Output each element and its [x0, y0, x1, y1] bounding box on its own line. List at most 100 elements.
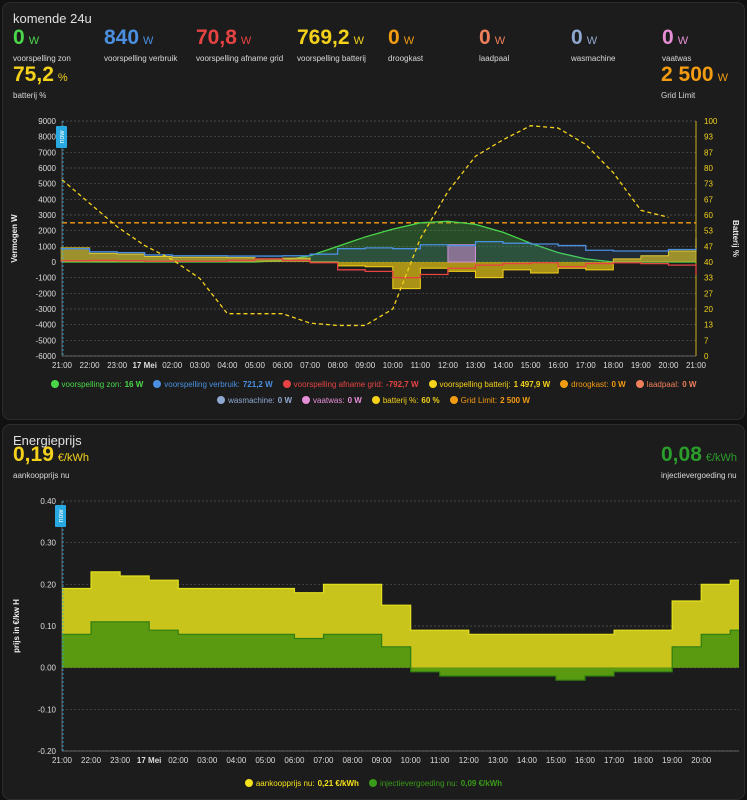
x-tick-label: 15:00 [521, 361, 542, 370]
y2-tick-label: 53 [704, 227, 713, 236]
x-tick-label: 20:00 [691, 756, 712, 765]
stat-unit: €/kWh [57, 452, 90, 464]
y2-tick-label: 20 [704, 305, 713, 314]
legend-value: 0 W [277, 396, 293, 405]
y-tick-label: 0 [52, 258, 57, 267]
x-tick-label: 10:00 [401, 756, 422, 765]
y-axis-title: Vermogen W [10, 214, 19, 263]
legend-item-aankoopprijs-nu[interactable]: aankoopprijs nu: 0,21 €/kWh [244, 777, 359, 790]
stat-voorspelling-verbruik: 840 W voorspelling verbruik [104, 27, 178, 64]
legend-item-droogkast[interactable]: droogkast: 0 W [560, 378, 626, 391]
x-tick-label: 13:00 [465, 361, 486, 370]
y-tick-label: 6000 [38, 164, 56, 173]
stat-number: 0,08 [661, 443, 702, 466]
y-tick-label: 0.00 [40, 664, 56, 673]
y-tick-label: 7000 [38, 148, 56, 157]
x-tick-label: 20:00 [658, 361, 679, 370]
y2-tick-label: 7 [704, 336, 709, 345]
stat-label: aankoopprijs nu [13, 471, 70, 480]
battery-percent-line [61, 125, 669, 327]
x-tick-label: 16:00 [575, 756, 596, 765]
stat-label: voorspelling zon [13, 54, 71, 63]
legend-label: voorspelling afname grid: [293, 380, 384, 389]
legend-dot-icon [217, 396, 226, 404]
consumption-area [60, 241, 696, 262]
legend-label: injectievergoeding nu: [379, 779, 458, 788]
card-title: komende 24u [13, 11, 92, 26]
stat-label: voorspelling verbruik [104, 54, 178, 63]
legend-item-laadpaal[interactable]: laadpaal: 0 W [635, 378, 696, 391]
legend-item-wasmachine[interactable]: wasmachine: 0 W [217, 394, 292, 407]
x-tick-label: 03:00 [197, 756, 218, 765]
stat-unit: W [586, 35, 598, 47]
legend-dot-icon [449, 396, 458, 404]
x-tick-label: 17:00 [604, 756, 625, 765]
energy-price-card: Energieprijs 0,19 €/kWh aankoopprijs nu 0,0… [2, 424, 745, 800]
x-tick-label: 10:00 [383, 361, 404, 370]
power-forecast-chart: 9000800070006000500040003000200010000-10… [10, 117, 740, 370]
y-tick-label: 0.20 [40, 580, 56, 589]
legend-dot-icon [371, 396, 380, 404]
solar-area [62, 221, 696, 262]
legend-item-voorspelling-zon[interactable]: voorspelling zon: 16 W [50, 378, 143, 391]
battery-power-area [60, 238, 696, 289]
legend-dot-icon [428, 380, 437, 388]
y2-tick-label: 67 [704, 195, 713, 204]
consumption-line [60, 240, 697, 257]
legend-label: wasmachine: [228, 396, 275, 405]
legend-item-vaatwas[interactable]: vaatwas: 0 W [302, 394, 362, 407]
legend-dot-icon [50, 380, 59, 388]
legend-value: 1 497,9 W [513, 380, 551, 389]
legend-item-voorspelling-afname-grid[interactable]: voorspelling afname grid: -792,7 W [282, 378, 419, 391]
y2-tick-label: 27 [704, 289, 713, 298]
y2-tick-label: 80 [704, 164, 713, 173]
y-tick-label: -1000 [36, 274, 57, 283]
x-tick-label: 09:00 [355, 361, 376, 370]
stat-number: 0,19 [13, 443, 54, 466]
y-tick-label: 2000 [38, 227, 56, 236]
legend-dot-icon [244, 779, 253, 787]
y-tick-label: 3000 [38, 211, 56, 220]
legend-item-voorspelling-verbruik[interactable]: voorspelling verbruik: 721,2 W [153, 378, 273, 391]
stat-value: 0,08 €/kWh [661, 444, 737, 469]
y-tick-label: -6000 [36, 352, 57, 361]
legend-item-batterij[interactable]: batterij %: 60 % [371, 394, 440, 407]
legend-label: Grid Limit: [460, 396, 498, 405]
legend-value: -792,7 W [386, 380, 419, 389]
x-tick-label: 21:00 [52, 361, 73, 370]
stat-label: injectievergoeding nu [661, 471, 737, 480]
legend-item-voorspelling-batterij[interactable]: voorspelling batterij: 1 497,9 W [428, 378, 551, 391]
y2-tick-label: 60 [704, 211, 713, 220]
stat-value: 70,8 W [196, 27, 283, 52]
stat-number: 840 [104, 26, 140, 49]
legend-value: 0,09 €/kWh [460, 779, 503, 788]
stat-value: 840 W [104, 27, 177, 52]
legend-dot-icon [368, 779, 377, 787]
legend-value: 0 W [611, 380, 626, 389]
now-marker-badge [56, 126, 67, 148]
stat-label: wasmachine [571, 54, 616, 63]
x-tick-label: 02:00 [168, 756, 189, 765]
stat-value: 2 500 W [661, 64, 728, 89]
stat-number: 0 [13, 26, 25, 49]
legend-dot-icon [282, 380, 291, 388]
legend-item-grid-limit[interactable]: Grid Limit: 2 500 W [449, 394, 530, 407]
x-tick-label: 17 Mei [132, 361, 156, 370]
x-tick-label: 11:00 [411, 361, 431, 370]
x-tick-label: 14:00 [517, 756, 538, 765]
stat-label: voorspelling afname grid [196, 54, 284, 63]
x-tick-label: 07:00 [300, 361, 321, 370]
legend-label: vaatwas: [313, 396, 345, 405]
legend-item-injectievergoeding-nu[interactable]: injectievergoeding nu: 0,09 €/kWh [368, 777, 503, 790]
stat-voorspelling-afname-grid: 70,8 W voorspelling afname grid [196, 27, 284, 64]
y-tick-label: 8000 [38, 133, 56, 142]
x-tick-label: 06:00 [273, 361, 294, 370]
x-tick-label: 21:00 [52, 756, 73, 765]
now-marker-label: now [59, 130, 66, 144]
chart-legend-row-1: voorspelling zon: 16 W voorspelling verbru… [3, 378, 744, 391]
stat-batterij: 75,2% batterij % [13, 64, 68, 101]
y-tick-label: 5000 [38, 180, 56, 189]
